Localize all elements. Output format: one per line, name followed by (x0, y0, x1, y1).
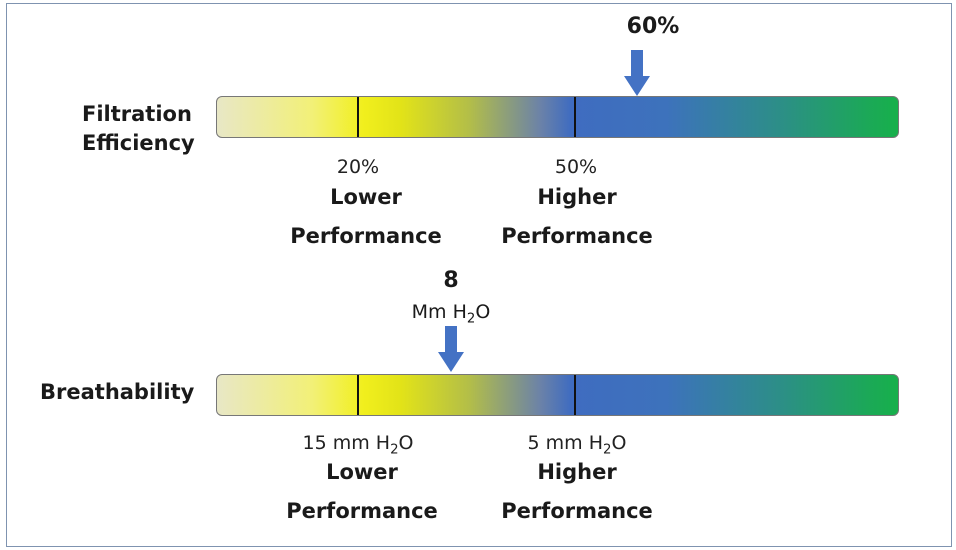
breathability-marker-unit: Mm H2O (411, 301, 491, 327)
breathability-tick-5 (574, 375, 576, 415)
filtration-higher-line1: Higher (537, 185, 617, 209)
filtration-marker-value: 60% (626, 14, 680, 39)
figure-frame (6, 3, 952, 547)
filtration-tick-50 (574, 97, 576, 137)
breathability-lower-line1: Lower (326, 460, 398, 484)
filtration-label-line2: Efficiency (82, 131, 195, 155)
down-arrow-icon (438, 326, 464, 372)
filtration-tick-label-50: 50% (554, 156, 598, 178)
breathability-tick-label-5: 5 mm H2O (527, 432, 627, 458)
filtration-lower-line1: Lower (330, 185, 402, 209)
breathability-higher-line1: Higher (537, 460, 617, 484)
breathability-label: Breathability (40, 380, 195, 404)
breathability-tick-15 (357, 375, 359, 415)
breathability-bar (216, 374, 899, 416)
breathability-lower-line2: Performance (286, 499, 438, 523)
filtration-efficiency-bar (216, 96, 899, 138)
breathability-marker-value: 8 (443, 268, 459, 293)
down-arrow-icon (624, 50, 650, 96)
filtration-lower-line2: Performance (290, 224, 442, 248)
breathability-higher-performance: Higher Performance (501, 453, 653, 531)
breathability-lower-performance: Lower Performance (286, 453, 438, 531)
filtration-tick-20 (357, 97, 359, 137)
filtration-lower-performance: Lower Performance (290, 178, 442, 256)
filtration-tick-label-20: 20% (336, 156, 380, 178)
filtration-label-line1: Filtration (82, 102, 192, 126)
filtration-higher-line2: Performance (501, 224, 653, 248)
breathability-higher-line2: Performance (501, 499, 653, 523)
breathability-tick-label-15: 15 mm H2O (302, 432, 414, 458)
filtration-efficiency-label: Filtration Efficiency (82, 100, 195, 158)
filtration-higher-performance: Higher Performance (501, 178, 653, 256)
